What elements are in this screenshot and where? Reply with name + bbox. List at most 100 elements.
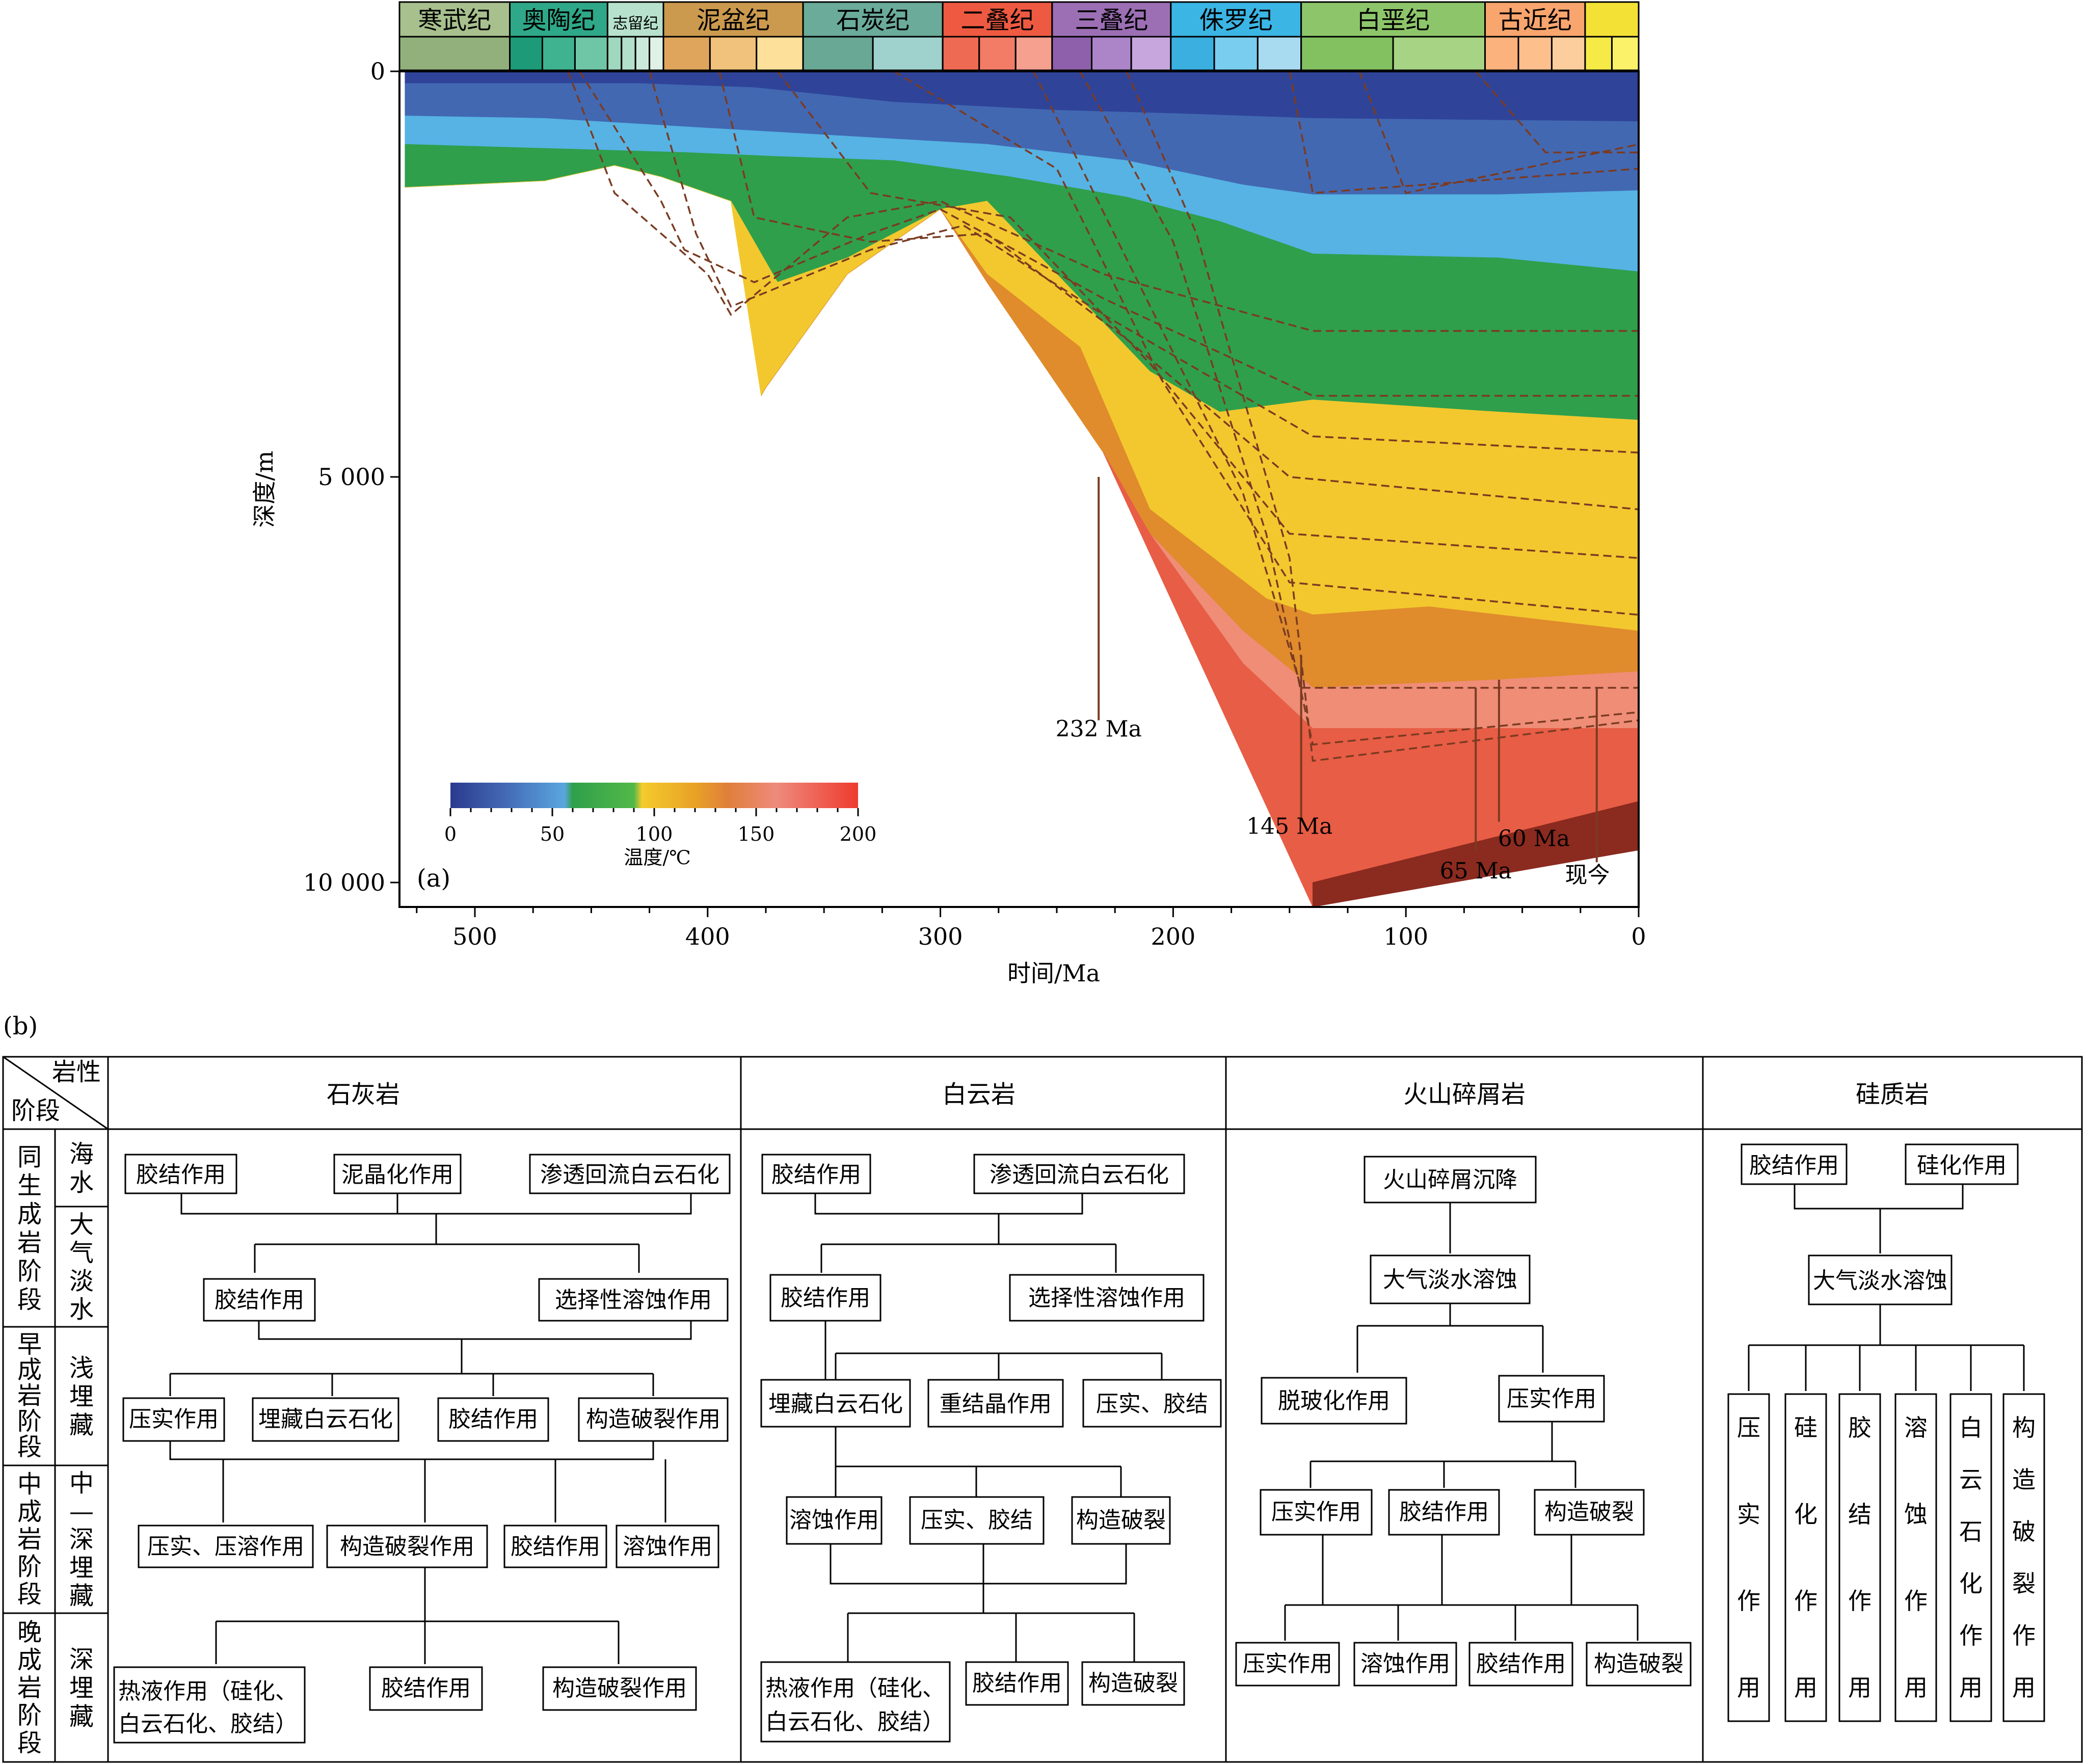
process-label: 构造破裂 xyxy=(1076,1507,1166,1533)
process-box xyxy=(542,1666,697,1711)
age-annotations: 232 Ma 145 Ma 60 Ma 65 Ma 现今 xyxy=(1056,477,1610,888)
column-header-siliceous: 硅质岩 xyxy=(1856,1080,1929,1109)
stage-label-char: 段 xyxy=(17,1580,42,1609)
process-label: 胶结作用 xyxy=(1476,1651,1566,1677)
process-label-char: 作 xyxy=(1959,1622,1983,1649)
stage-label-char: 阶 xyxy=(17,1407,42,1436)
process-box xyxy=(1370,1254,1531,1304)
process-box xyxy=(1009,1274,1205,1322)
burial-curve xyxy=(893,71,1639,616)
stage-label-char: 晚 xyxy=(17,1618,42,1647)
x-tick-label: 500 xyxy=(452,923,497,950)
stage-label-char: 阶 xyxy=(17,1553,42,1581)
period-subdivision xyxy=(1213,36,1259,71)
process-label: 压实、胶结 xyxy=(921,1507,1033,1533)
period-subdivision xyxy=(872,36,944,71)
process-box xyxy=(769,1274,881,1322)
substage-label-char: 藏 xyxy=(69,1411,94,1439)
period-label: 志留纪 xyxy=(612,15,658,33)
period-cell xyxy=(1584,1,1640,38)
period-subdivision xyxy=(1611,36,1640,71)
period-subdivision xyxy=(1014,36,1053,71)
period-subdivision xyxy=(1130,36,1172,71)
volcaniclastic-flow: 火山碎屑沉降 大气淡水溶蚀 脱玻化作用 压实作用 压实作用 胶结作用 构造破裂 … xyxy=(1235,1156,1692,1687)
stage-label-char: 段 xyxy=(17,1729,42,1757)
colorbar: 0 50 100 150 200 温度/℃ xyxy=(444,783,876,869)
substage-label-char: 大 xyxy=(69,1210,94,1239)
y-tick-label: 0 xyxy=(370,58,385,85)
period-subdivision xyxy=(1257,36,1302,71)
process-label: 胶结作用 xyxy=(511,1534,600,1560)
colorbar-tick-label: 150 xyxy=(738,823,775,845)
process-label-char: 破 xyxy=(2012,1518,2036,1545)
period-subdivision xyxy=(1170,36,1215,71)
process-label: 压实作用 xyxy=(1507,1386,1596,1412)
colorbar-tick-label: 0 xyxy=(444,823,457,845)
process-label: 埋藏白云石化 xyxy=(768,1391,903,1417)
period-subdivision xyxy=(1091,36,1132,71)
stage-label-char: 岩 xyxy=(17,1381,42,1410)
siliceous-flow: 胶结作用 硅化作用 大气淡水溶蚀 压实作用硅化作用胶结作用溶蚀作用白云石化作用构… xyxy=(1727,1143,2045,1722)
process-label: 硅化作用 xyxy=(1917,1153,2007,1179)
period-subdivision xyxy=(649,36,664,71)
process-label-char: 用 xyxy=(2012,1674,2036,1701)
process-label: 选择性溶蚀作用 xyxy=(1028,1285,1185,1311)
stage-label-char: 成 xyxy=(17,1646,42,1674)
burial-curve xyxy=(1289,71,1639,194)
panel-b-label: (b) xyxy=(3,1012,38,1040)
process-box xyxy=(1235,1642,1340,1687)
process-box xyxy=(909,1496,1045,1545)
process-box xyxy=(437,1397,549,1442)
period-label: 石炭纪 xyxy=(836,6,910,35)
burial-curve xyxy=(718,71,1639,511)
process-label-char: 白 xyxy=(1959,1414,1983,1441)
period-cell xyxy=(398,1,511,38)
process-box xyxy=(1894,1393,1937,1722)
period-subdivision xyxy=(621,36,636,71)
stage-label-char: 段 xyxy=(17,1433,42,1461)
substage-label-char: 埋 xyxy=(69,1674,94,1702)
connector xyxy=(830,1544,1135,1662)
process-label-char: 硅 xyxy=(1794,1414,1817,1441)
substage-label-char: 埋 xyxy=(69,1382,94,1411)
process-box xyxy=(1082,1379,1222,1428)
process-box xyxy=(1838,1393,1881,1722)
process-label-char: 用 xyxy=(1794,1674,1817,1701)
process-box xyxy=(538,1278,729,1322)
process-label-char: 作 xyxy=(1848,1587,1872,1615)
process-box xyxy=(369,1666,483,1711)
burial-curve xyxy=(648,71,1639,453)
age-marker-label: 65 Ma xyxy=(1440,858,1512,884)
period-subdivision xyxy=(1517,36,1553,71)
process-label: 渗透回流白云石化 xyxy=(540,1162,719,1188)
period-subdivision xyxy=(574,36,608,71)
period-cell xyxy=(1484,1,1586,38)
colorbar-tick-label: 50 xyxy=(540,823,565,845)
period-subdivision xyxy=(398,36,511,71)
stage-label-char: 中 xyxy=(17,1470,42,1499)
process-box xyxy=(326,1525,488,1568)
panel-a-label: (a) xyxy=(417,864,450,893)
colorbar-gradient xyxy=(450,783,858,808)
y-tick-label: 10 000 xyxy=(303,869,385,896)
stage-label-char: 岩 xyxy=(17,1228,42,1257)
process-label: 泥晶化作用 xyxy=(341,1162,453,1188)
substage-label-char: 水 xyxy=(69,1295,94,1324)
process-label: 构造破裂作用 xyxy=(340,1534,474,1560)
stage-label-char: 岩 xyxy=(17,1673,42,1702)
process-box xyxy=(113,1666,306,1744)
connector xyxy=(835,1427,1122,1497)
substage-label: 深埋藏 xyxy=(69,1645,94,1731)
process-label: 压实作用 xyxy=(129,1406,219,1432)
process-label-char: 用 xyxy=(1848,1674,1872,1701)
process-label-char: 石 xyxy=(1959,1518,1983,1545)
temperature-layer xyxy=(761,208,1639,688)
stage-label-char: 成 xyxy=(17,1356,42,1384)
process-label: 大气淡水溶蚀 xyxy=(1383,1267,1517,1293)
process-label: 热液作用（硅化、 xyxy=(118,1678,298,1704)
age-marker-label: 232 Ma xyxy=(1056,716,1142,742)
process-label: 溶蚀作用 xyxy=(789,1507,879,1533)
